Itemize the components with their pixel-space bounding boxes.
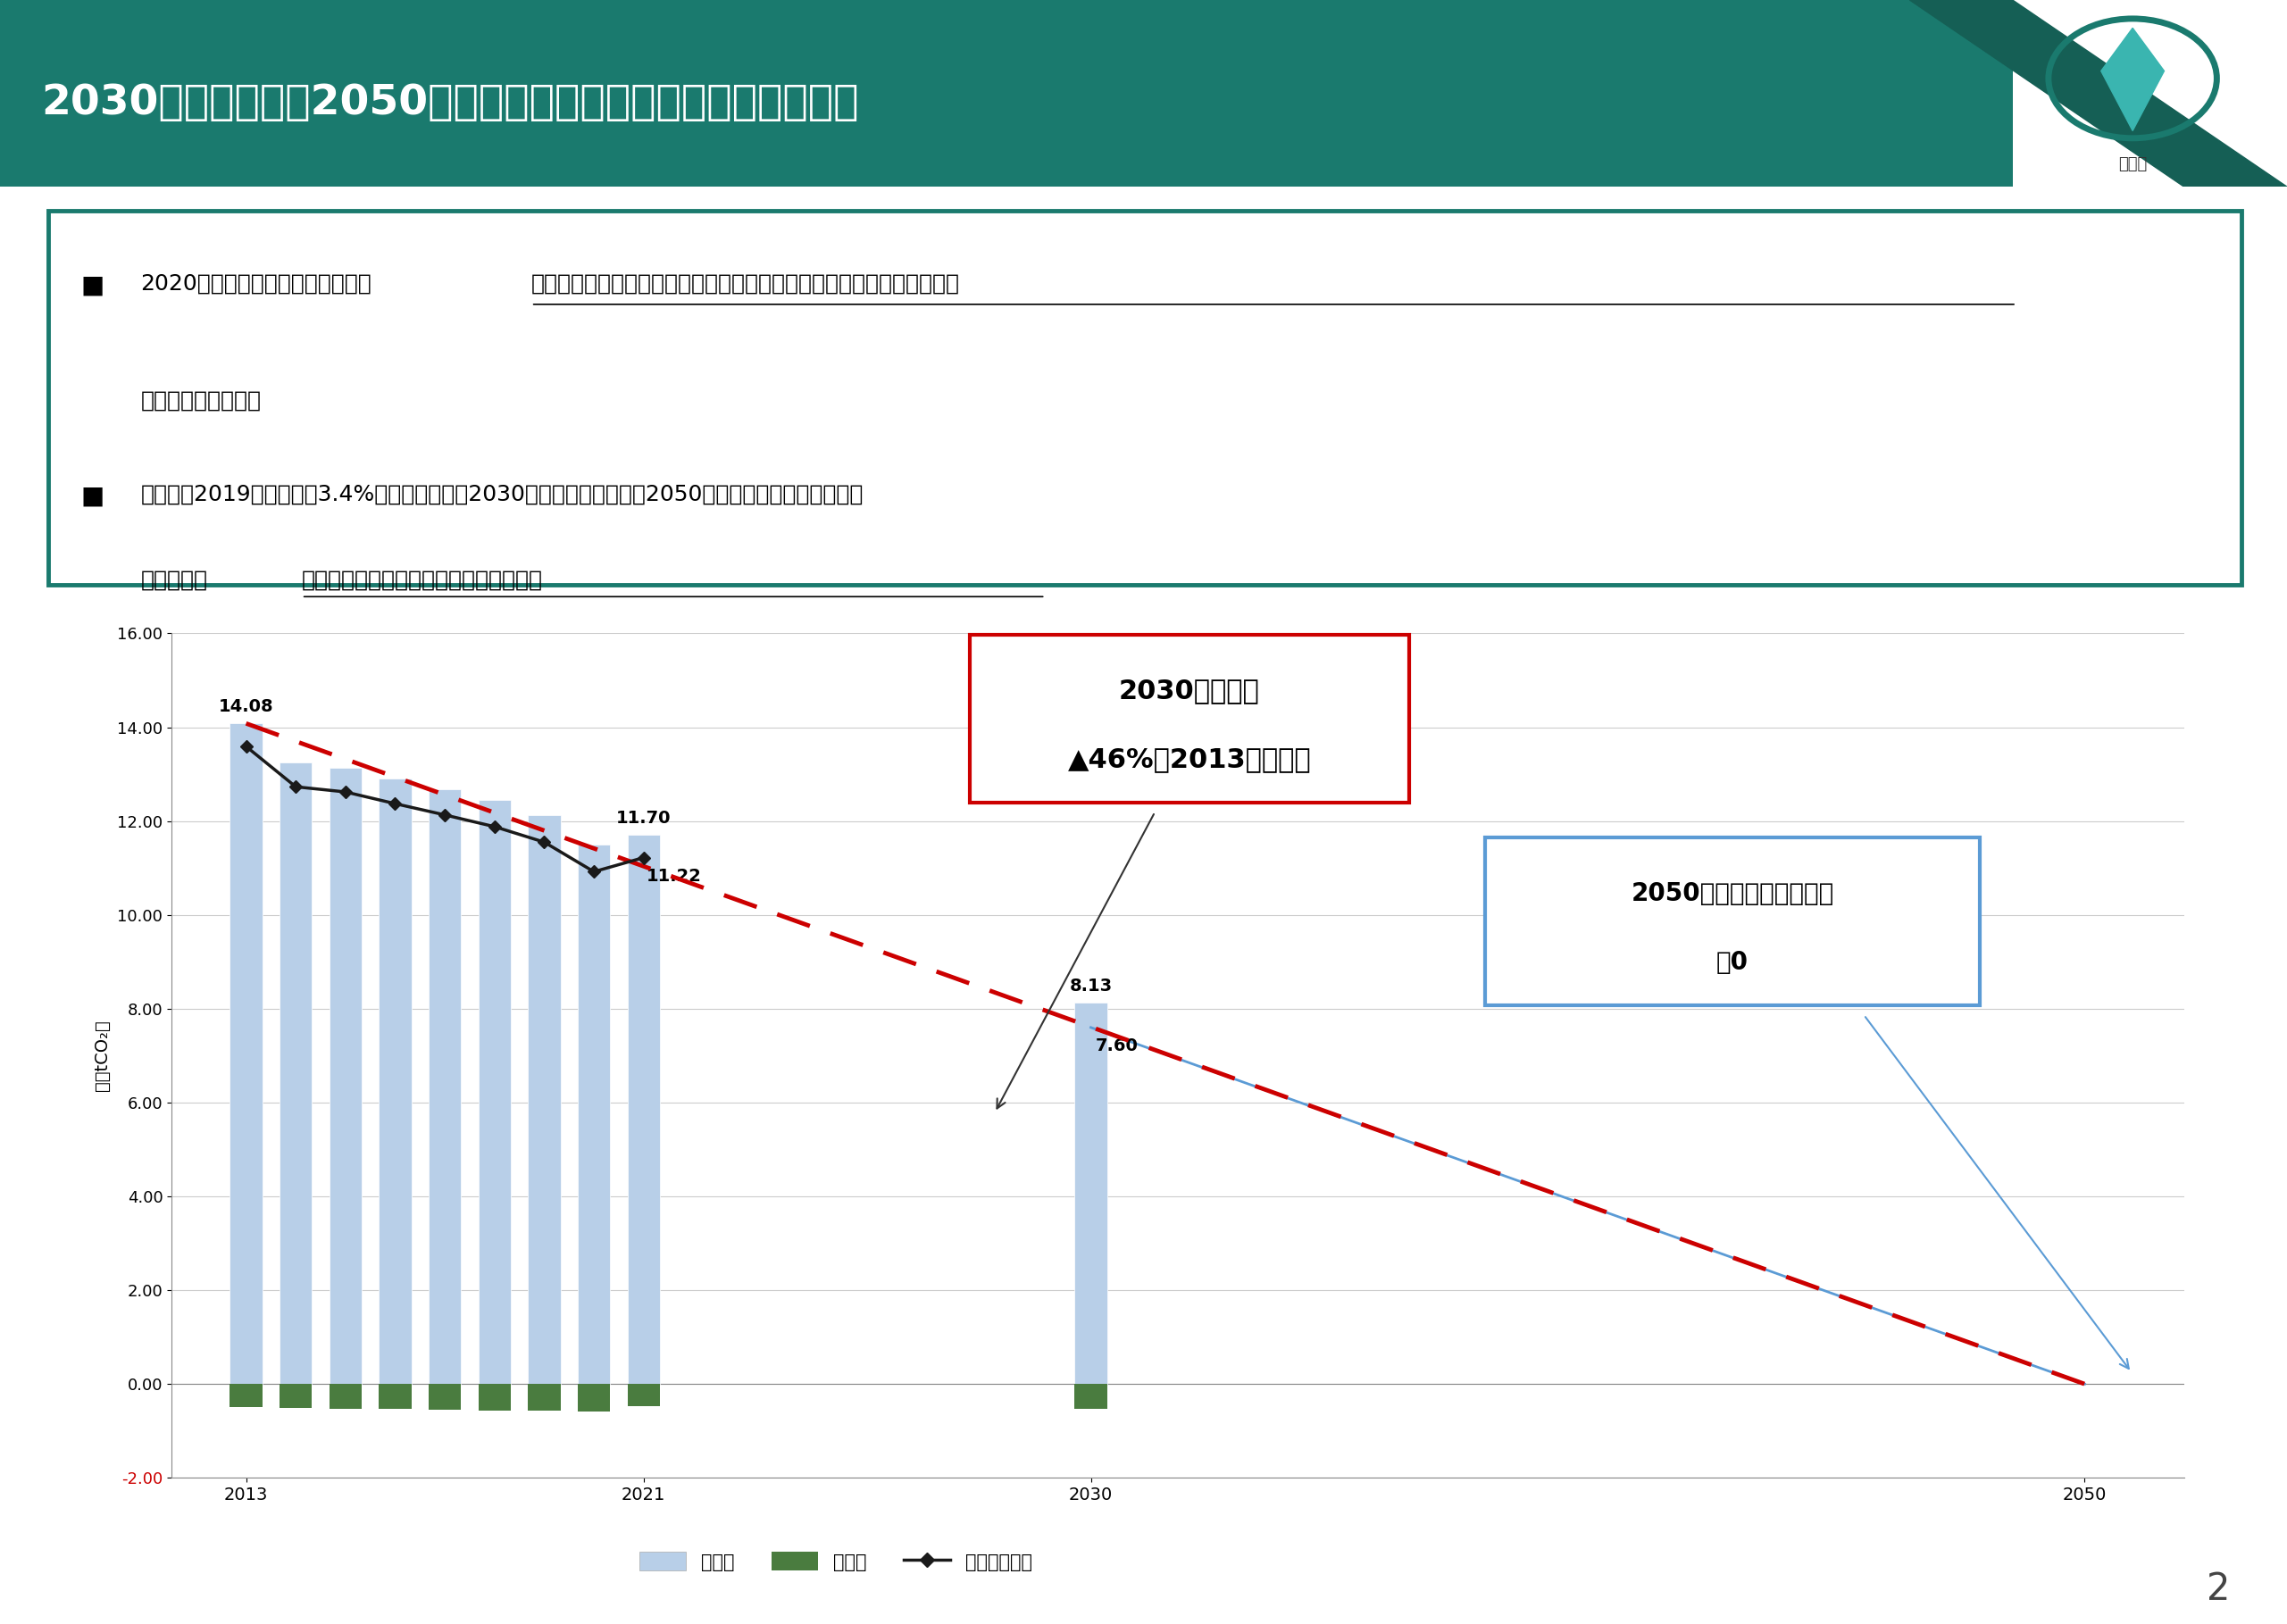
Bar	[579, 1384, 611, 1411]
Text: 11.70: 11.70	[615, 810, 670, 827]
Bar	[627, 1384, 659, 1406]
Text: ■: ■	[80, 273, 105, 299]
Text: ▲46%（2013年度比）: ▲46%（2013年度比）	[1068, 747, 1310, 773]
Bar	[478, 801, 510, 1384]
Text: 2030年度目標: 2030年度目標	[1118, 677, 1260, 703]
Text: 取組については一定の進捗が見られる。: 取組については一定の進捗が見られる。	[302, 570, 542, 591]
Text: 2020年度からの増加については、: 2020年度からの増加については、	[140, 273, 370, 294]
Bar	[627, 835, 659, 1384]
Text: 現に向けた: 現に向けた	[140, 570, 208, 591]
Bar	[279, 1384, 311, 1408]
Y-axis label: （億tCO₂）: （億tCO₂）	[94, 1020, 112, 1091]
Bar	[329, 1384, 361, 1408]
Polygon shape	[1910, 0, 2287, 187]
Bar	[231, 723, 263, 1384]
Text: 2: 2	[2207, 1570, 2230, 1608]
Legend: 排出量, 吸収量, 排出・吸収量: 排出量, 吸収量, 排出・吸収量	[631, 1544, 1038, 1579]
Bar	[1075, 1002, 1107, 1384]
Text: ：0: ：0	[1715, 950, 1750, 974]
Text: コロナ禍からの経済回復により、エネルギー消費量が増加したこと等が: コロナ禍からの経済回復により、エネルギー消費量が増加したこと等が	[531, 273, 961, 294]
Bar	[428, 1384, 462, 1410]
Bar	[428, 789, 462, 1384]
Text: 2050年度の排出・吸収量: 2050年度の排出・吸収量	[1631, 882, 1834, 906]
Bar	[0, 0, 2013, 187]
Bar	[231, 1384, 263, 1406]
Text: 要因と考えられる。: 要因と考えられる。	[140, 390, 261, 411]
Text: 11.22: 11.22	[647, 867, 702, 885]
Bar	[528, 1384, 560, 1411]
Bar	[329, 768, 361, 1384]
Bar	[380, 780, 412, 1384]
FancyBboxPatch shape	[48, 211, 2241, 585]
Bar	[1075, 1384, 1107, 1410]
Bar	[478, 1384, 510, 1410]
Text: 環境省: 環境省	[2118, 156, 2147, 172]
Text: 8.13: 8.13	[1070, 978, 1111, 994]
Polygon shape	[2102, 28, 2164, 132]
Bar	[380, 1384, 412, 1410]
FancyBboxPatch shape	[1487, 838, 1981, 1005]
Text: しかし、2019年度からは3.4%減少しており、2030年度目標の達成及び2050年カーボンニュートラル実: しかし、2019年度からは3.4%減少しており、2030年度目標の達成及び205…	[140, 484, 862, 505]
Bar	[579, 844, 611, 1384]
Text: 14.08: 14.08	[220, 698, 274, 715]
FancyBboxPatch shape	[970, 635, 1409, 802]
Text: ■: ■	[80, 484, 105, 508]
Text: 2030年度目標及び2050年カーボンニュートラルに対する進捗: 2030年度目標及び2050年カーボンニュートラルに対する進捗	[41, 83, 858, 123]
Bar	[279, 763, 311, 1384]
Bar	[528, 815, 560, 1384]
Text: 7.60: 7.60	[1095, 1038, 1139, 1054]
